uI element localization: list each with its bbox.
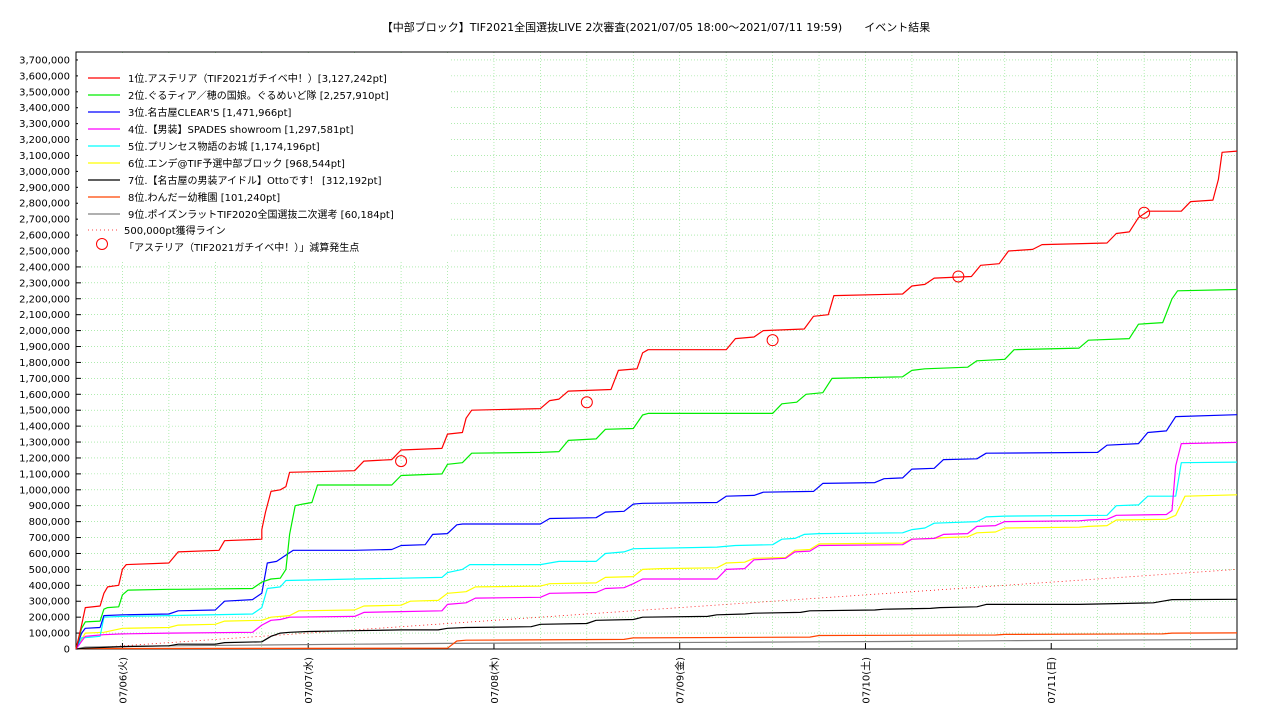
y-tick-label: 100,000 (29, 629, 70, 640)
legend-label: 5位.プリンセス物語のお城 [1,174,196pt] (128, 140, 320, 153)
x-tick-label: 07/10(土) (859, 657, 872, 704)
legend-label: 1位.アステリア（TIF2021ガチイベ中！）[3,127,242pt] (128, 72, 387, 85)
reference-line (75, 569, 1238, 650)
series-line (75, 150, 1238, 650)
marker-point (1138, 206, 1151, 219)
y-tick-label: 2,200,000 (19, 294, 70, 305)
y-tick-label: 700,000 (29, 533, 70, 544)
y-tick-label: 1,300,000 (19, 438, 70, 449)
legend: 1位.アステリア（TIF2021ガチイベ中！）[3,127,242pt] 2位.ぐ… (78, 54, 450, 262)
y-tick-label: 2,300,000 (19, 278, 70, 289)
legend-label: 7位.【名古屋の男装アイドル】Ottoです！ [312,192pt] (128, 174, 382, 187)
y-tick-label: 300,000 (29, 597, 70, 608)
x-tick-label: 07/06(火) (117, 657, 129, 704)
y-tick-label: 1,200,000 (19, 453, 70, 464)
series-line (75, 441, 1238, 650)
marker-point (395, 455, 408, 468)
y-tick-label: 1,800,000 (19, 358, 70, 369)
y-tick-label: 2,600,000 (19, 231, 70, 242)
x-tick-label: 07/07(水) (303, 657, 315, 704)
legend-marker (96, 238, 108, 250)
series-line (75, 288, 1238, 650)
y-tick-label: 3,600,000 (19, 71, 70, 82)
y-axis-ticks: 0 100,000 200,000 300,000 400,000 500,000 600,… (19, 55, 81, 656)
series-lines (75, 150, 1238, 650)
series-line (75, 598, 1238, 650)
legend-label: 「アステリア（TIF2021ガチイベ中！）」減算発生点 (124, 241, 359, 254)
y-tick-label: 3,300,000 (19, 119, 70, 130)
plot-frame (75, 51, 1238, 650)
y-tick-label: 1,500,000 (19, 406, 70, 417)
legend-box (78, 54, 450, 262)
y-tick-label: 1,700,000 (19, 374, 70, 385)
y-tick-label: 500,000 (29, 565, 70, 576)
legend-label: 6位.エンデ@TIF予選中部ブロック [968,544pt] (128, 157, 345, 170)
y-tick-label: 0 (64, 645, 70, 656)
x-tick-label: 07/08(木) (489, 657, 501, 704)
legend-label: 9位.ポイズンラットTIF2020全国選抜二次選考 [60,184pt] (128, 208, 394, 221)
x-tick-label: 07/11(日) (1047, 657, 1058, 704)
legend-label: 500,000pt獲得ライン (124, 224, 226, 237)
legend-label: 8位.わんだー幼稚園 [101,240pt] (128, 191, 280, 204)
y-tick-label: 2,700,000 (19, 215, 70, 226)
series-line (75, 494, 1238, 650)
legend-label: 3位.名古屋CLEAR'S [1,471,966pt] (128, 106, 292, 119)
marker-point (766, 334, 779, 347)
x-tick-label: 07/09(金) (674, 657, 687, 704)
y-tick-label: 3,000,000 (19, 167, 70, 178)
y-tick-label: 800,000 (29, 517, 70, 528)
marker-point (580, 396, 593, 409)
y-tick-label: 400,000 (29, 581, 70, 592)
y-tick-label: 3,700,000 (19, 55, 70, 66)
series-line (75, 632, 1238, 650)
y-tick-label: 200,000 (29, 613, 70, 624)
y-tick-label: 1,000,000 (19, 485, 70, 496)
legend-label: 2位.ぐるティア／穂の国娘。ぐるめいど隊 [2,257,910pt] (128, 89, 389, 102)
y-tick-label: 2,000,000 (19, 326, 70, 337)
y-tick-label: 1,400,000 (19, 422, 70, 433)
x-axis-ticks: 07/06(火) 07/07(水) 07/08(木) 07/09(金) 07/10(土)… (117, 643, 1058, 704)
y-tick-label: 3,100,000 (19, 151, 70, 162)
y-tick-label: 600,000 (29, 549, 70, 560)
axes (75, 51, 1238, 650)
y-tick-label: 2,500,000 (19, 247, 70, 258)
series-line (75, 638, 1238, 650)
y-tick-label: 2,800,000 (19, 199, 70, 210)
y-tick-label: 1,100,000 (19, 469, 70, 480)
y-tick-label: 2,100,000 (19, 310, 70, 321)
y-tick-label: 3,500,000 (19, 87, 70, 98)
series-line (75, 461, 1238, 650)
marker-points (395, 206, 1151, 468)
chart-title: 【中部ブロック】TIF2021全国選抜LIVE 2次審査(2021/07/05 … (382, 20, 930, 34)
series-line (75, 414, 1238, 650)
y-tick-label: 2,400,000 (19, 262, 70, 273)
y-tick-label: 2,900,000 (19, 183, 70, 194)
marker-point (952, 270, 965, 283)
y-tick-label: 3,400,000 (19, 103, 70, 114)
legend-label: 4位.【男装】SPADES showroom [1,297,581pt] (128, 123, 354, 136)
y-tick-label: 1,900,000 (19, 342, 70, 353)
y-tick-label: 900,000 (29, 501, 70, 512)
y-tick-label: 1,600,000 (19, 390, 70, 401)
y-tick-label: 3,200,000 (19, 135, 70, 146)
